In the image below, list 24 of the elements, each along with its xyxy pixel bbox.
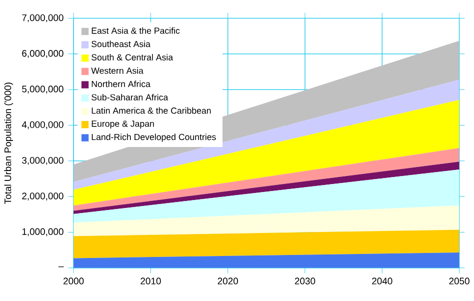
- legend-label: Northern Africa: [92, 80, 150, 88]
- x-tick-label: 2040: [372, 278, 392, 285]
- x-tick-label: 2030: [294, 278, 316, 285]
- legend-label: Latin America & the Caribbean: [92, 107, 211, 114]
- x-tick-label: 2010: [140, 278, 161, 285]
- legend-label: Southeast Asia: [92, 40, 150, 48]
- legend-label: Europe & Japan: [92, 120, 154, 129]
- legend-label: Western Asia: [91, 67, 144, 74]
- x-tick-label: 2050: [449, 278, 470, 285]
- y-tick-label: 1,000,000: [22, 228, 64, 236]
- legend-label: South & Central Asia: [92, 54, 174, 61]
- legend-label: Land-Rich Developed Countries: [92, 134, 216, 142]
- y-tick-label: 4,000,000: [22, 122, 64, 130]
- y-tick-label: –: [58, 266, 64, 268]
- x-tick-label: 2000: [64, 278, 84, 285]
- y-tick-label: 5,000,000: [22, 86, 64, 94]
- y-tick-label: 3,000,000: [22, 157, 64, 165]
- y-tick-label: 6,000,000: [22, 50, 64, 58]
- x-tick-label: 2020: [218, 278, 238, 285]
- y-axis-title: Total Urban Population ('000): [4, 82, 14, 204]
- y-tick-label: 7,000,000: [22, 14, 64, 22]
- legend-label: Sub-Saharan Africa: [92, 94, 168, 101]
- legend-label: East Asia & the Pacific: [92, 28, 180, 34]
- y-tick-label: 2,000,000: [22, 192, 64, 201]
